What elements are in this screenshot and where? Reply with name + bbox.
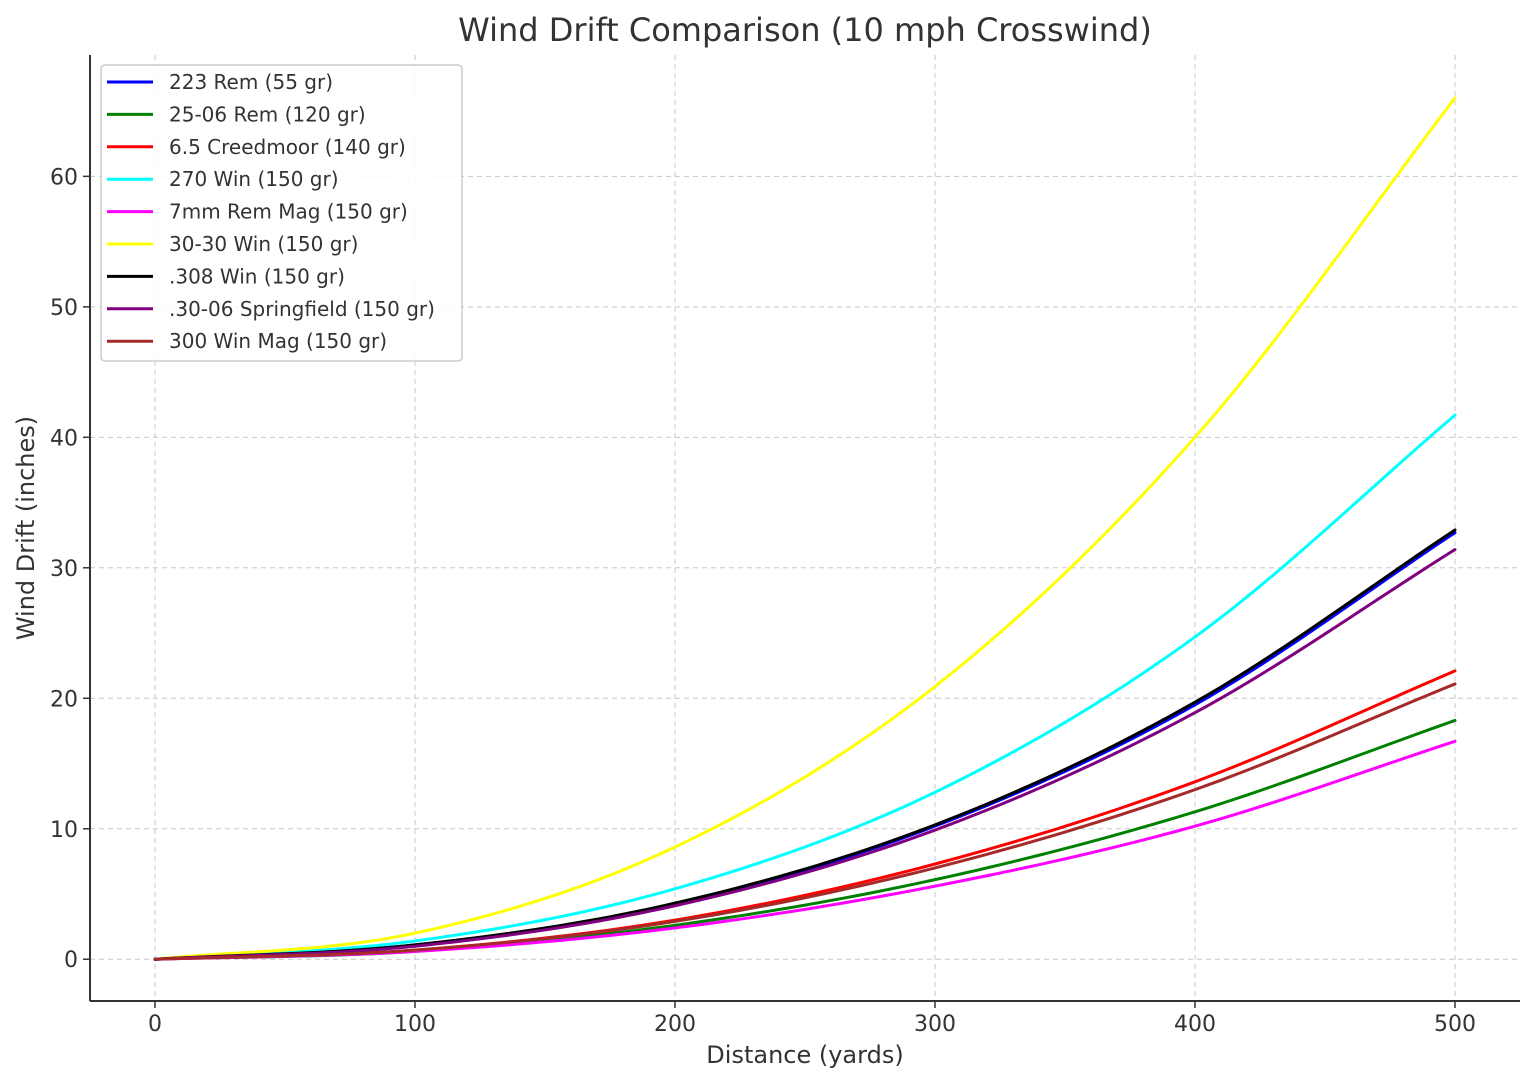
legend-entry-label: 25-06 Rem (120 gr) xyxy=(169,102,366,126)
series-line-7mm-rem-mag-150-gr xyxy=(153,739,1457,961)
y-tick-label: 20 xyxy=(50,687,78,712)
legend-entry-label: 30-30 Win (150 gr) xyxy=(169,232,358,256)
legend-entry-label: 7mm Rem Mag (150 gr) xyxy=(169,200,408,224)
x-tick-label: 500 xyxy=(1434,1012,1476,1037)
x-tick-label: 200 xyxy=(654,1012,696,1037)
chart-title: Wind Drift Comparison (10 mph Crosswind) xyxy=(458,11,1152,49)
y-tick-label: 10 xyxy=(50,818,78,843)
y-tick-label: 0 xyxy=(64,948,78,973)
series-line-300-win-mag-150-gr xyxy=(153,682,1457,961)
legend: 223 Rem (55 gr) 25-06 Rem (120 gr) 6.5 Cre… xyxy=(100,64,463,362)
series-line-270-win-150-gr xyxy=(153,413,1457,961)
legend-entry-label: 300 Win Mag (150 gr) xyxy=(169,329,387,353)
y-axis-ticks: 0 10 20 30 40 50 60 xyxy=(50,165,90,973)
series-line-6-5-creedmoor-140-gr xyxy=(153,669,1457,961)
y-axis-label: Wind Drift (inches) xyxy=(12,416,40,640)
x-axis-ticks: 0 100 200 300 400 500 xyxy=(148,1001,1476,1037)
x-tick-label: 0 xyxy=(148,1012,162,1037)
series-line-30-06-springfield-150-gr xyxy=(153,548,1457,961)
plot-lines xyxy=(153,96,1457,961)
legend-box xyxy=(100,64,463,362)
legend-entry-label: 223 Rem (55 gr) xyxy=(169,70,333,94)
legend-entry-label: 270 Win (150 gr) xyxy=(169,167,339,191)
x-axis-label: Distance (yards) xyxy=(706,1041,903,1069)
legend-entry-label: .308 Win (150 gr) xyxy=(169,264,345,288)
series-line-30-30-win-150-gr xyxy=(153,96,1457,961)
legend-entry-label: .30-06 Springfield (150 gr) xyxy=(169,297,435,321)
y-tick-label: 50 xyxy=(50,296,78,321)
x-tick-label: 100 xyxy=(394,1012,436,1037)
legend-entry-label: 6.5 Creedmoor (140 gr) xyxy=(169,135,406,159)
y-tick-label: 60 xyxy=(50,165,78,190)
y-tick-label: 30 xyxy=(50,557,78,582)
y-tick-label: 40 xyxy=(50,426,78,451)
axes-frame xyxy=(89,55,1520,1002)
x-tick-label: 300 xyxy=(914,1012,956,1037)
x-tick-label: 400 xyxy=(1174,1012,1216,1037)
